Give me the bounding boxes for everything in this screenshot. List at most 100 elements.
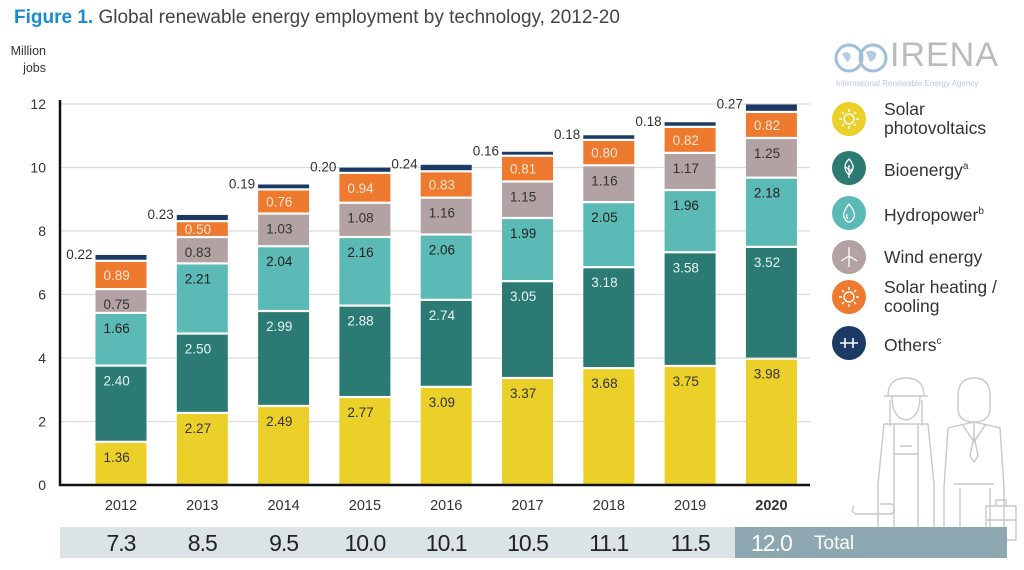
- bar-segment-hydropower: [583, 203, 635, 267]
- data-label-wind: 0.75: [104, 297, 130, 312]
- data-label-solar_pv: 3.09: [429, 395, 455, 410]
- bar-segment-hydropower: [258, 247, 310, 310]
- legend-label-line2: cooling: [884, 296, 940, 316]
- data-label-solar_heating: 0.81: [510, 162, 536, 177]
- bar-segment-solar_heating: [95, 261, 147, 289]
- globe-infinity-icon: [834, 43, 888, 73]
- bar-segment-solar_heating: [176, 222, 228, 236]
- bar-segment-hydropower: [339, 238, 391, 305]
- bar-segment-solar_pv: [258, 407, 310, 484]
- data-label-solar_heating: 0.83: [429, 177, 455, 192]
- data-label-hydropower: 1.99: [510, 226, 536, 241]
- bar-segment-bioenergy: [258, 312, 310, 405]
- data-label-bioenergy: 3.52: [754, 255, 780, 270]
- data-label-wind: 1.25: [754, 146, 780, 161]
- bar-segment-hydropower: [502, 219, 553, 281]
- bar-segment-wind: [339, 203, 391, 236]
- bar-segment-others: [176, 214, 228, 221]
- data-label-solar_pv: 3.75: [673, 374, 699, 389]
- bars: 1.36 2.40 1.66 0.75 0.89 0.22 2.27 2.50 2.21 0.83…: [66, 96, 797, 484]
- data-label-others: 0.16: [473, 144, 499, 159]
- data-label-solar_pv: 3.98: [754, 367, 780, 382]
- data-label-bioenergy: 2.74: [429, 308, 456, 323]
- legend-label: Wind energy: [884, 246, 983, 267]
- bar-segment-hydropower: [95, 314, 147, 365]
- bar-segment-others: [502, 151, 553, 155]
- legend-label-line1: Hydropower: [884, 204, 979, 225]
- legend-label-line2: photovoltaics: [884, 118, 987, 138]
- data-label-solar_heating: 0.76: [266, 194, 292, 209]
- y-tick-label: 2: [38, 414, 46, 430]
- data-label-hydropower: 1.96: [673, 198, 699, 213]
- x-tick-label: 2012: [105, 498, 137, 514]
- bar-segment-bioenergy: [583, 268, 635, 368]
- logo-subtitle: International Renewable Energy Agency: [836, 79, 979, 88]
- bar-segment-bioenergy: [339, 306, 391, 396]
- data-label-others: 0.23: [148, 207, 174, 222]
- sun-icon: [832, 280, 866, 314]
- legend-label-line1: Solar heating /: [884, 277, 997, 297]
- y-tick-label: 12: [30, 96, 46, 112]
- total-value: 8.5: [187, 530, 218, 556]
- bar-segment-solar_heating: [339, 173, 391, 202]
- data-label-others: 0.19: [229, 176, 255, 191]
- legend-footnote-marker: a: [962, 160, 969, 172]
- legend-item-others: Othersc: [832, 326, 942, 360]
- bar-segment-wind: [664, 153, 716, 189]
- data-label-bioenergy: 3.05: [510, 289, 536, 304]
- bar-segment-others: [664, 122, 716, 126]
- legend-label-line1: Wind energy: [884, 246, 983, 267]
- totals-row: [60, 527, 735, 558]
- water-drop-icon: [832, 196, 866, 230]
- bar-segment-solar_heating: [258, 190, 310, 213]
- x-tick-label: 2015: [349, 498, 381, 514]
- bar-segment-solar_pv: [176, 414, 228, 484]
- bar-segment-wind: [745, 139, 797, 177]
- data-label-solar_pv: 3.37: [510, 386, 536, 401]
- data-label-solar_heating: 0.82: [673, 133, 699, 148]
- total-value: 9.5: [269, 530, 299, 556]
- data-label-others: 0.27: [717, 96, 743, 111]
- bar-segment-wind: [502, 182, 553, 217]
- data-label-solar_pv: 3.68: [591, 376, 617, 391]
- bar-segment-solar_pv: [420, 387, 472, 484]
- bar-segment-hydropower: [745, 178, 797, 246]
- legend-footnote-marker: c: [936, 335, 942, 347]
- data-label-wind: 1.16: [591, 173, 617, 188]
- bar-segment-others: [745, 104, 797, 111]
- bar-segment-solar_pv: [745, 359, 797, 484]
- bar-segment-bioenergy: [420, 300, 472, 386]
- bar-segment-solar_pv: [95, 442, 147, 484]
- bar-segment-bioenergy: [664, 253, 716, 365]
- bar-segment-others: [420, 164, 472, 171]
- data-label-hydropower: 2.06: [429, 242, 455, 257]
- data-label-hydropower: 2.18: [754, 186, 780, 201]
- legend-item-bioenergy: Bioenergya: [832, 151, 968, 185]
- y-axis-title-line1: Million: [11, 44, 46, 58]
- data-label-solar_heating: 0.89: [104, 268, 130, 283]
- legend-label: Solar photovoltaics: [884, 100, 986, 138]
- sun-icon: [832, 102, 866, 136]
- x-tick-label: 2014: [267, 498, 299, 514]
- total-value: 12.0: [751, 530, 793, 556]
- figure-number: Figure 1.: [14, 7, 94, 28]
- bar-segment-wind: [258, 214, 310, 246]
- x-tick-label: 2019: [674, 498, 706, 514]
- y-axis-title-line2: jobs: [22, 61, 46, 75]
- bar-segment-solar_heating: [745, 113, 797, 137]
- total-value: 10.1: [425, 530, 468, 556]
- data-label-others: 0.24: [391, 157, 418, 172]
- data-label-hydropower: 1.66: [104, 321, 130, 336]
- data-label-solar_heating: 0.50: [185, 222, 211, 237]
- legend-footnote-marker: b: [978, 205, 984, 217]
- data-label-bioenergy: 2.99: [266, 319, 292, 334]
- data-label-solar_pv: 2.77: [347, 405, 373, 420]
- data-label-solar_pv: 1.36: [104, 450, 130, 465]
- legend-item-wind: Wind energy: [832, 240, 982, 274]
- data-label-solar_heating: 0.82: [754, 118, 780, 133]
- x-tick-label: 2017: [511, 498, 543, 514]
- data-label-hydropower: 2.05: [591, 210, 617, 225]
- bar-segment-wind: [95, 290, 147, 312]
- bar-segment-others: [95, 254, 147, 260]
- legend-label: Hydropowerb: [884, 202, 984, 225]
